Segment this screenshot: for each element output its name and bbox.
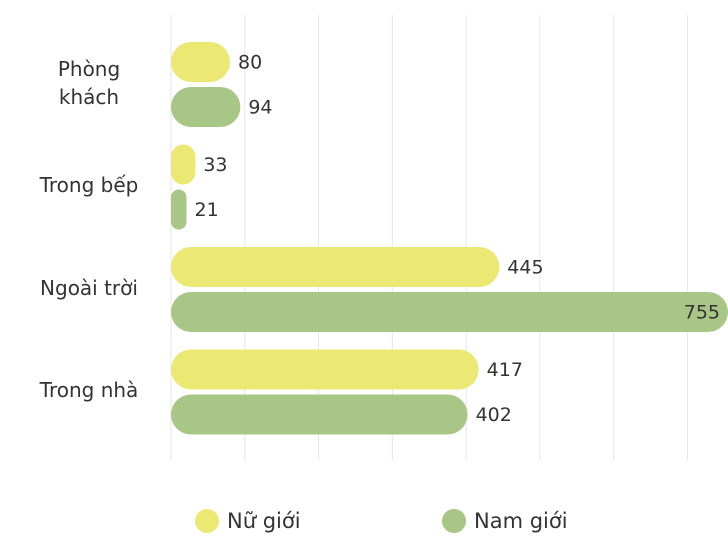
bar xyxy=(171,87,241,127)
value-label: 21 xyxy=(194,199,218,221)
legend-marker xyxy=(195,509,219,533)
value-label: 33 xyxy=(203,154,227,176)
value-label: 417 xyxy=(487,359,523,381)
category-label: Phòng khách xyxy=(57,56,121,109)
legend-marker xyxy=(442,509,466,533)
legend-label: Nữ giới xyxy=(227,509,301,533)
bar xyxy=(171,349,479,390)
bar xyxy=(171,144,196,185)
value-label: 445 xyxy=(507,257,543,279)
value-label: 80 xyxy=(238,52,262,74)
bar xyxy=(171,292,728,332)
category-label: Trong bếp xyxy=(39,173,139,197)
bar xyxy=(171,394,468,435)
bar xyxy=(171,247,500,287)
bar xyxy=(171,42,231,82)
value-label: 402 xyxy=(476,404,512,426)
value-label: 94 xyxy=(248,97,272,119)
bar xyxy=(171,189,187,230)
category-label: Ngoài trời xyxy=(40,275,138,300)
legend-label: Nam giới xyxy=(474,509,568,533)
value-label: 755 xyxy=(684,302,720,324)
category-label: Trong nhà xyxy=(39,378,139,402)
